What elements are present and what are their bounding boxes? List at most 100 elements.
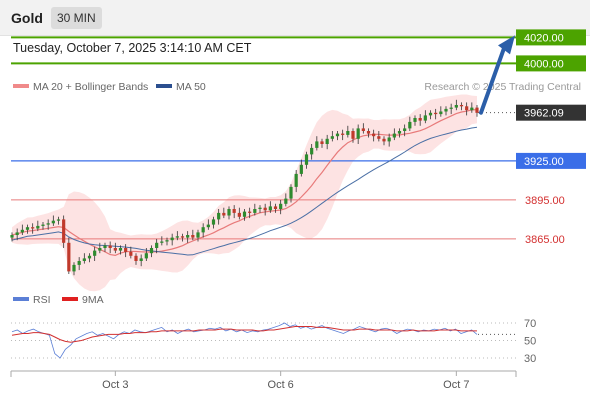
candle-body xyxy=(108,245,112,248)
candle-body xyxy=(25,227,30,230)
candle-body xyxy=(299,164,303,174)
candle-body xyxy=(144,253,148,259)
candle-body xyxy=(294,173,298,187)
candle-body xyxy=(180,236,185,238)
x-axis-tick-label: Oct 7 xyxy=(443,379,469,391)
candle-body xyxy=(222,212,226,216)
candle-body xyxy=(403,128,407,131)
bollinger-band xyxy=(12,94,477,292)
rsi-tick-label: 30 xyxy=(524,353,536,365)
candle-body xyxy=(459,105,464,107)
candle-body xyxy=(237,212,241,217)
resistance-tag xyxy=(516,55,586,72)
candle-body xyxy=(387,137,391,142)
forecast-arrow-head xyxy=(498,35,515,55)
candle-body xyxy=(129,251,133,256)
candle-body xyxy=(67,242,71,272)
candle-body xyxy=(465,106,469,111)
candle-body xyxy=(51,220,55,224)
x-axis-tick-label: Oct 3 xyxy=(102,379,128,391)
candle-body xyxy=(98,248,102,251)
candle-body xyxy=(15,232,19,235)
candle-body xyxy=(93,250,97,256)
candle-body xyxy=(372,133,376,137)
candle-body xyxy=(341,133,345,135)
candle-body xyxy=(335,133,340,137)
candle-body xyxy=(82,258,86,261)
price-levels xyxy=(11,36,516,240)
ma50-line xyxy=(11,126,478,256)
candle-body xyxy=(191,235,195,238)
candle-body xyxy=(434,112,438,115)
source-credit: Research © 2025 Trading Central xyxy=(424,81,581,93)
candle-body xyxy=(87,255,92,259)
chart-header: Gold 30 MIN xyxy=(0,0,590,36)
candle-body xyxy=(36,225,40,229)
ma20-legend-swatch xyxy=(13,84,29,88)
rsi-tick-label: 70 xyxy=(524,318,536,330)
candle-body xyxy=(56,219,61,221)
support-value: 3895.00 xyxy=(525,195,565,207)
candle-body xyxy=(41,224,45,226)
candle-body xyxy=(439,111,443,115)
rsi-legend-label: RSI xyxy=(33,294,51,306)
pivot-value: 3925.00 xyxy=(524,156,564,168)
resistance-value: 4020.00 xyxy=(524,32,564,44)
last-price-tag xyxy=(516,104,586,121)
candle-body xyxy=(211,219,216,225)
candle-body xyxy=(392,133,396,138)
candle-body xyxy=(377,136,381,139)
candle-body xyxy=(196,232,200,238)
candle-body xyxy=(118,248,123,251)
candlesticks xyxy=(10,99,479,276)
candle-body xyxy=(232,209,236,213)
candle-body xyxy=(418,118,422,121)
candle-body xyxy=(428,112,433,116)
rsi-ma-line xyxy=(11,326,477,343)
candle-body xyxy=(346,131,350,135)
candle-body xyxy=(273,206,278,209)
candle-body xyxy=(397,131,402,134)
candle-body xyxy=(139,258,143,261)
resistance-tag xyxy=(516,29,586,46)
candle-body xyxy=(155,242,159,248)
candle-body xyxy=(175,236,179,238)
candle-body xyxy=(170,237,174,241)
forecast-arrow-shaft xyxy=(479,43,507,115)
candle-body xyxy=(284,198,288,204)
level-tags: 4020.00 4000.00 3962.09 3925.00 3895.00 3865.… xyxy=(516,29,586,246)
candle-body xyxy=(227,209,231,216)
candle-body xyxy=(351,131,355,139)
candle-body xyxy=(248,211,252,213)
candle-body xyxy=(361,128,365,131)
candle-body xyxy=(113,248,117,251)
candle-body xyxy=(289,186,293,199)
candle-body xyxy=(320,141,324,144)
candle-body xyxy=(20,229,24,233)
timeframe-button[interactable]: 30 MIN xyxy=(51,7,102,29)
candle-body xyxy=(356,128,360,139)
candle-body xyxy=(186,235,190,238)
candle-body xyxy=(258,207,262,209)
last-price-value: 3962.09 xyxy=(524,108,564,120)
candle-body xyxy=(242,211,247,217)
forecast-arrow xyxy=(479,35,515,115)
ma20-legend-label: MA 20 + Bollinger Bands xyxy=(33,81,148,93)
candle-body xyxy=(149,248,154,254)
ma9-legend-label: 9MA xyxy=(82,294,104,306)
pivot-tag xyxy=(516,152,586,169)
candle-body xyxy=(470,107,474,111)
candle-body xyxy=(449,107,453,109)
resistance-value: 4000.00 xyxy=(524,58,564,70)
candle-body xyxy=(454,105,458,108)
candle-body xyxy=(103,245,107,248)
candle-body xyxy=(124,248,128,252)
candle-body xyxy=(304,154,309,165)
candle-body xyxy=(160,241,164,243)
candle-body xyxy=(413,118,417,122)
candle-body xyxy=(423,115,427,121)
candle-body xyxy=(325,138,329,144)
candle-body xyxy=(263,207,267,211)
candle-body xyxy=(366,131,371,134)
